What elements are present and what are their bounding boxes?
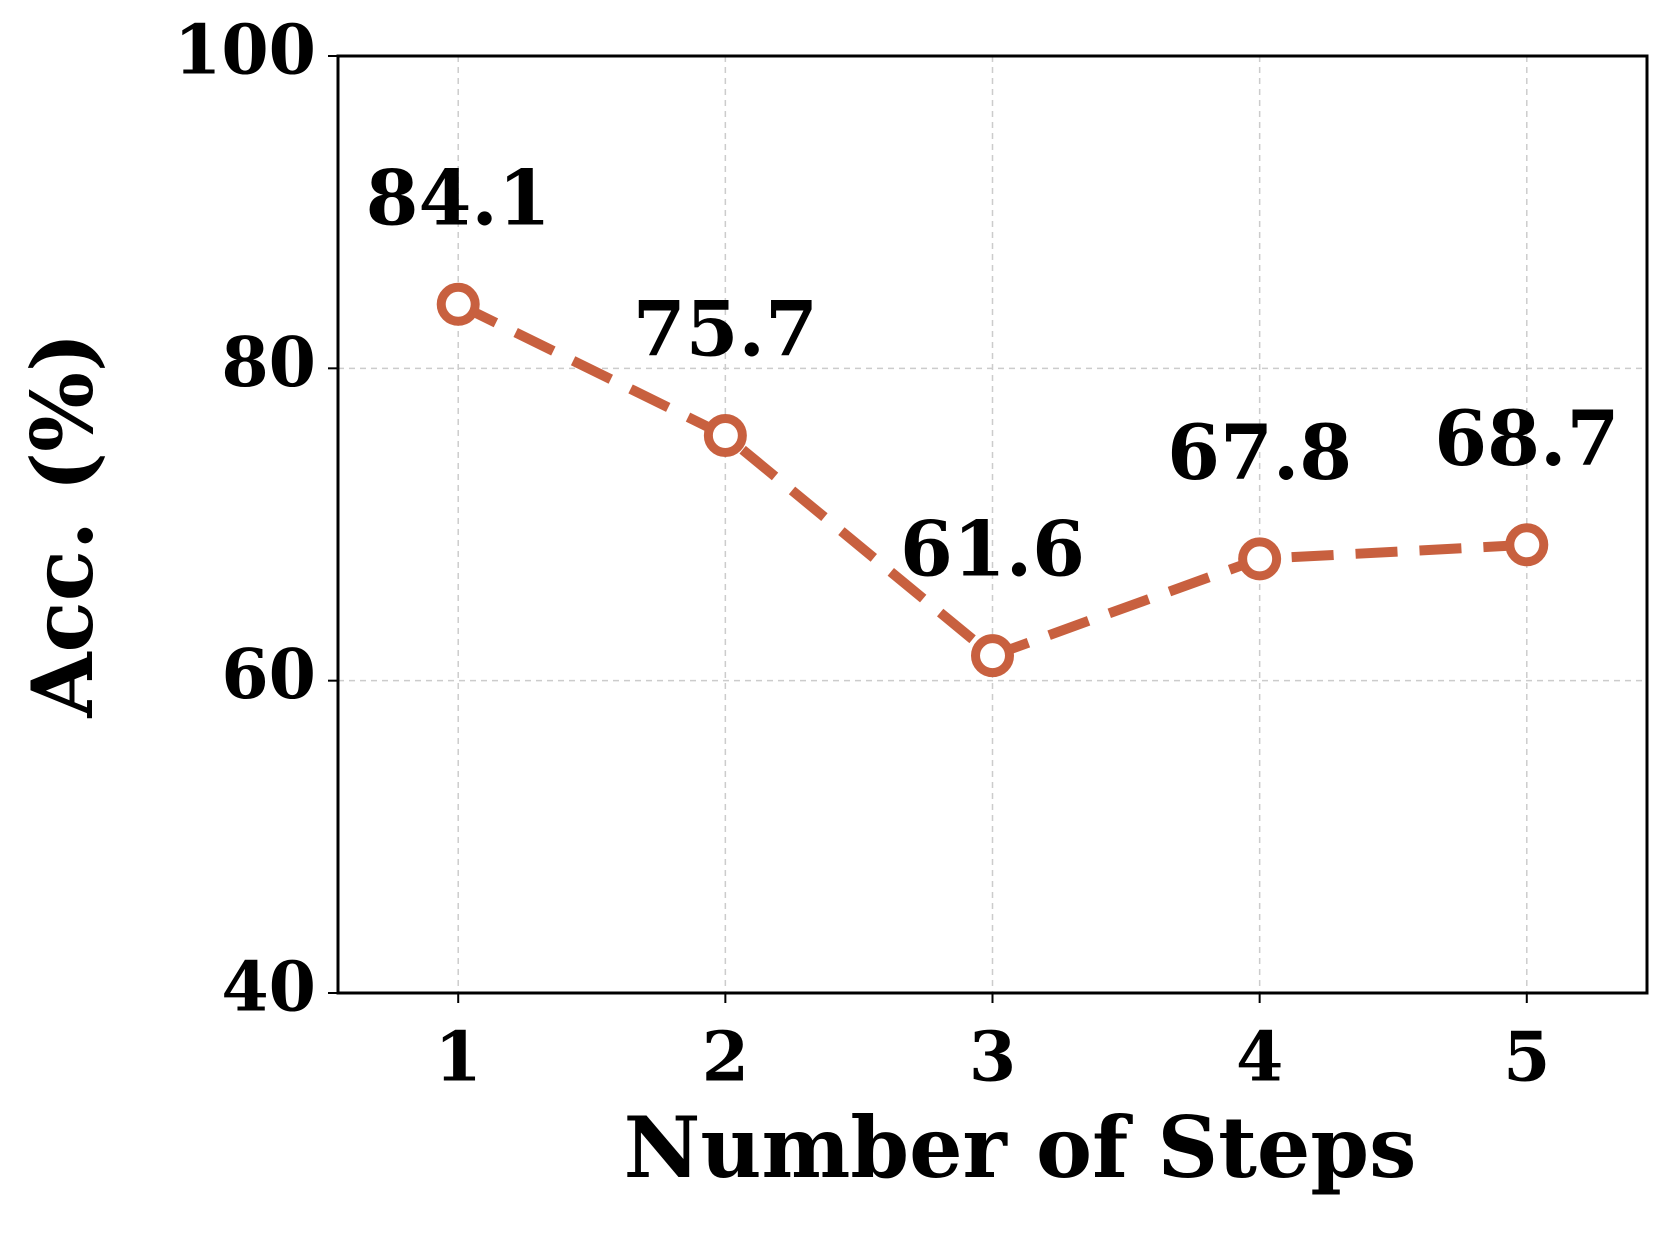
x-tick-label: 5	[1503, 1018, 1550, 1098]
y-tick-label: 60	[221, 635, 316, 715]
x-tick-label: 4	[1236, 1018, 1283, 1098]
data-label: 68.7	[1434, 394, 1619, 483]
y-tick-label: 100	[174, 11, 316, 91]
y-tick-label: 80	[221, 323, 316, 403]
marker	[971, 634, 1014, 678]
data-label: 61.6	[900, 505, 1085, 594]
marker	[703, 413, 747, 457]
marker	[436, 282, 480, 326]
marker	[1505, 523, 1549, 567]
x-tick-label: 2	[702, 1018, 749, 1098]
marker	[1238, 537, 1282, 581]
y-axis-title: Acc. (%)	[13, 332, 112, 718]
x-axis-title: Number of Steps	[624, 1098, 1417, 1197]
x-tick-label: 3	[969, 1018, 1016, 1098]
data-label: 75.7	[633, 284, 818, 373]
x-tick-label: 1	[435, 1018, 482, 1098]
y-tick-label: 40	[221, 948, 316, 1028]
data-label: 84.1	[366, 153, 551, 242]
plot-frame	[336, 54, 1649, 995]
data-label: 67.8	[1167, 408, 1352, 497]
